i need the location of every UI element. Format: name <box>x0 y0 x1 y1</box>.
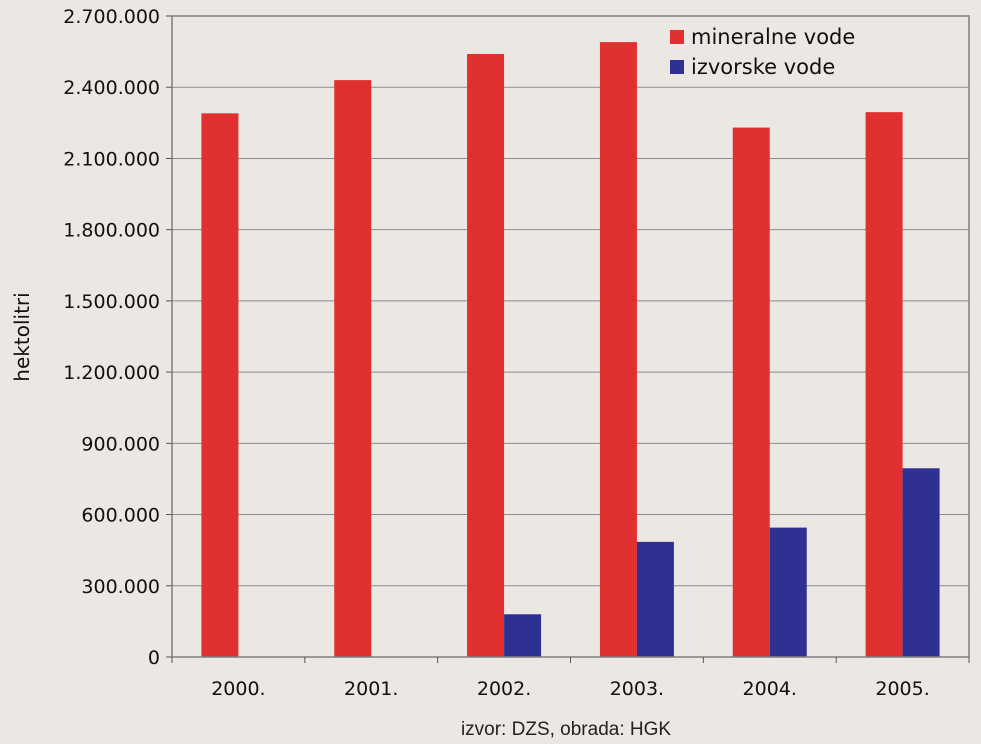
legend: mineralne vode izvorske vode <box>670 25 855 79</box>
bar-izvorske-vode <box>769 527 807 657</box>
x-tick-label: 2005. <box>875 678 929 700</box>
source-note: izvor: DZS, obrada: HGK <box>461 719 671 740</box>
y-tick-label: 900.000 <box>81 433 160 455</box>
x-tick-label: 2004. <box>743 678 797 700</box>
y-axis-label: hektolitri <box>10 292 34 381</box>
legend-swatch <box>670 30 684 44</box>
bar-mineralne-vode <box>599 42 637 658</box>
legend-label: mineralne vode <box>691 25 855 49</box>
y-tick-label: 2.400.000 <box>63 77 160 99</box>
y-tick-labels: 0 300.000 600.000 900.000 1.200.000 1.500.000… <box>63 6 172 669</box>
x-tick-labels: 2000. 2001. 2002. 2003. 2004. 2005. <box>171 657 970 700</box>
bar-mineralne-vode <box>467 53 505 658</box>
bar-izvorske-vode <box>504 614 542 657</box>
bars <box>201 42 940 658</box>
legend-label: izvorske vode <box>691 55 835 79</box>
y-tick-label: 2.700.000 <box>63 6 160 28</box>
x-tick-label: 2000. <box>211 678 265 700</box>
y-tick-label: 1.200.000 <box>63 362 160 384</box>
plot-area <box>172 16 969 657</box>
y-tick-label: 2.100.000 <box>63 148 160 170</box>
y-tick-label: 300.000 <box>81 576 160 598</box>
y-tick-label: 1.500.000 <box>63 291 160 313</box>
y-tick-label: 600.000 <box>81 505 160 527</box>
bar-mineralne-vode <box>732 127 770 657</box>
x-tick-label: 2003. <box>610 678 664 700</box>
x-tick-label: 2002. <box>477 678 531 700</box>
y-tick-label: 0 <box>148 647 160 669</box>
bar-mineralne-vode <box>865 112 903 657</box>
x-tick-label: 2001. <box>344 678 398 700</box>
y-tick-label: 1.800.000 <box>63 220 160 242</box>
legend-swatch <box>670 60 684 74</box>
bar-mineralne-vode <box>201 113 239 657</box>
bar-izvorske-vode <box>902 468 940 657</box>
bar-mineralne-vode <box>334 80 372 658</box>
bar-izvorske-vode <box>636 541 674 657</box>
